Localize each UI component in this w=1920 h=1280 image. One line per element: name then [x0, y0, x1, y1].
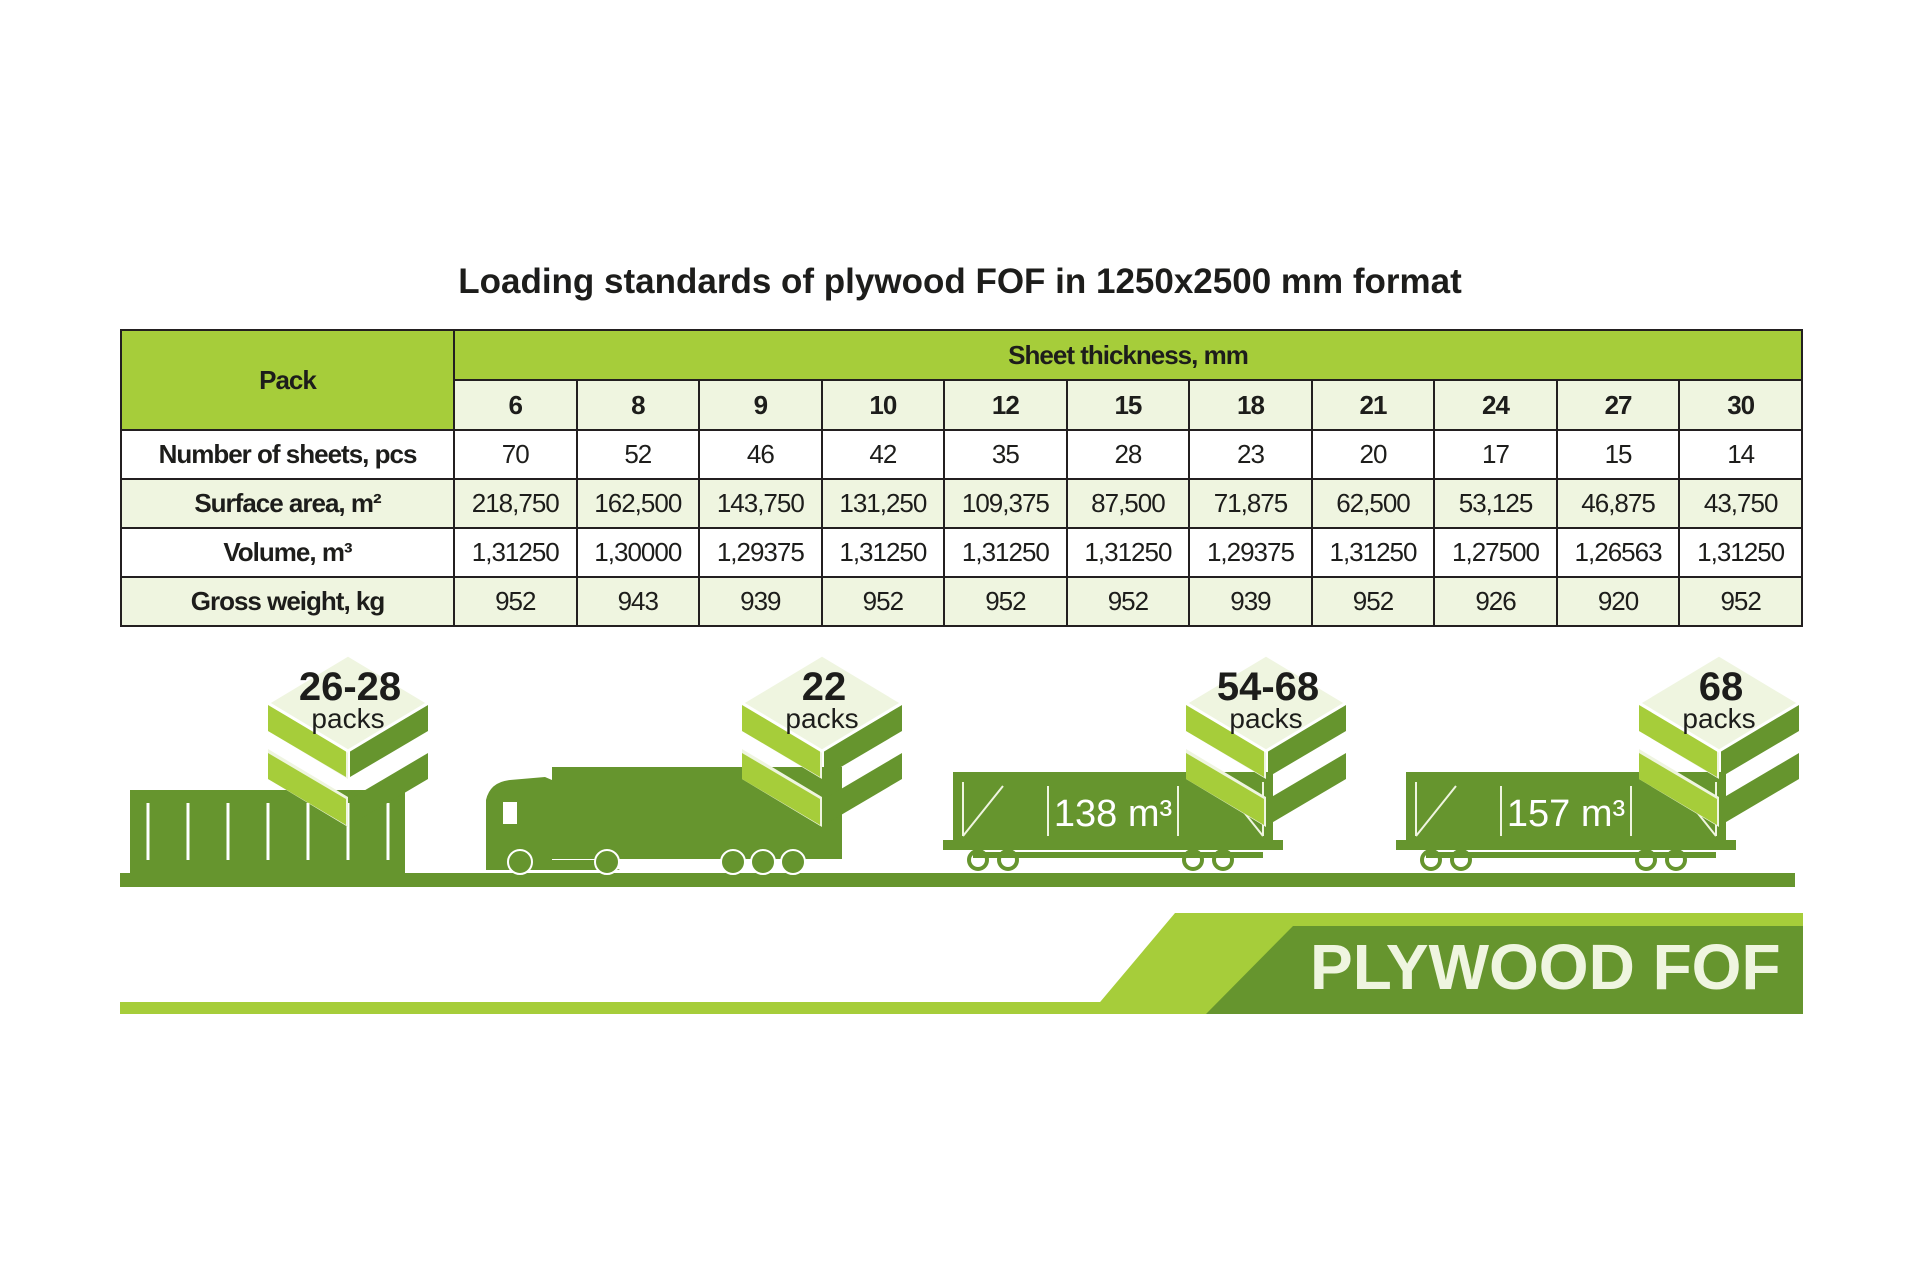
- page-title: Loading standards of plywood FOF in 1250…: [458, 262, 1462, 301]
- table-cell: 131,250: [820, 478, 946, 529]
- pack-count: 22: [802, 665, 847, 709]
- table-cell: 87,500: [1065, 478, 1191, 529]
- table-cell: 1,31250: [1678, 527, 1803, 578]
- table-cell: 218,750: [453, 478, 578, 529]
- thickness-col-header: 6: [453, 379, 578, 431]
- table-cell: 1,26563: [1555, 527, 1681, 578]
- table-row: Volume, m³ 1,31250 1,30000 1,29375 1,31250 1,…: [120, 527, 1803, 578]
- table-cell: 46: [698, 429, 823, 480]
- table-cell: 143,750: [698, 478, 823, 529]
- table-cell: 42: [820, 429, 946, 480]
- table-cell: 62,500: [1310, 478, 1436, 529]
- thickness-col-header: 15: [1065, 379, 1191, 431]
- thickness-col-header: 27: [1555, 379, 1681, 431]
- thickness-col-header: 30: [1678, 379, 1803, 431]
- railcar-volume: 157 m³: [1507, 793, 1625, 835]
- row-label: Number of sheets, pcs: [120, 429, 455, 480]
- table-cell: 952: [1678, 576, 1803, 627]
- row-label: Surface area, m²: [120, 478, 455, 529]
- table-row: Gross weight, kg 952 943 939 952 952 952 939 952…: [120, 576, 1803, 627]
- table-cell: 939: [1188, 576, 1313, 627]
- row-label: Volume, m³: [120, 527, 455, 578]
- pack-unit: packs: [311, 703, 384, 734]
- table-cell: 14: [1678, 429, 1803, 480]
- ground-line: [120, 873, 1795, 887]
- table-cell: 53,125: [1433, 478, 1558, 529]
- table-cell: 1,29375: [1188, 527, 1313, 578]
- thickness-col-header: 10: [820, 379, 946, 431]
- table-cell: 1,29375: [698, 527, 823, 578]
- brand-banner: [120, 913, 1803, 1014]
- table-cell: 20: [1310, 429, 1436, 480]
- table-cell: 71,875: [1188, 478, 1313, 529]
- row-label: Gross weight, kg: [120, 576, 455, 627]
- table-cell: 28: [1065, 429, 1191, 480]
- table-cell: 1,31250: [1065, 527, 1191, 578]
- table-cell: 46,875: [1555, 478, 1681, 529]
- pack-count: 68: [1699, 665, 1744, 709]
- table-row: Surface area, m² 218,750 162,500 143,750 131…: [120, 478, 1803, 529]
- railcar-volume: 138 m³: [1054, 793, 1172, 835]
- table-cell: 952: [820, 576, 946, 627]
- table-cell: 1,31250: [453, 527, 578, 578]
- table-cell: 17: [1433, 429, 1558, 480]
- table-row: Number of sheets, pcs 70 52 46 42 35 28 23 20 17 1…: [120, 429, 1803, 480]
- table-cell: 162,500: [575, 478, 701, 529]
- pack-header: Pack: [120, 329, 455, 431]
- pack-unit: packs: [785, 703, 858, 734]
- thickness-col-header: 24: [1433, 379, 1558, 431]
- pack-count: 54-68: [1217, 665, 1319, 709]
- thickness-col-header: 8: [575, 379, 701, 431]
- table-cell: 1,30000: [575, 527, 701, 578]
- thickness-col-header: 9: [698, 379, 823, 431]
- loading-standards-table: Pack Sheet thickness, mm 6 8 9 10 12 15 18 21 24…: [120, 329, 1803, 627]
- table-cell: 52: [575, 429, 701, 480]
- table-cell: 1,31250: [1310, 527, 1436, 578]
- table-cell: 23: [1188, 429, 1313, 480]
- pack-unit: packs: [1682, 703, 1755, 734]
- thickness-header: Sheet thickness, mm: [453, 329, 1803, 381]
- table-cell: 952: [453, 576, 578, 627]
- table-cell: 920: [1555, 576, 1681, 627]
- table-cell: 43,750: [1678, 478, 1803, 529]
- table-cell: 35: [943, 429, 1068, 480]
- table-cell: 70: [453, 429, 578, 480]
- pack-count: 26-28: [299, 665, 401, 709]
- table-cell: 939: [698, 576, 823, 627]
- table-cell: 943: [575, 576, 701, 627]
- table-cell: 952: [943, 576, 1068, 627]
- brand-title: PLYWOOD FOF: [1310, 931, 1781, 1003]
- table-cell: 952: [1065, 576, 1191, 627]
- table-cell: 926: [1433, 576, 1558, 627]
- table-cell: 15: [1555, 429, 1681, 480]
- pack-unit: packs: [1229, 703, 1302, 734]
- table-cell: 952: [1310, 576, 1436, 627]
- table-cell: 1,27500: [1433, 527, 1558, 578]
- thickness-col-header: 12: [943, 379, 1068, 431]
- thickness-col-header: 21: [1310, 379, 1436, 431]
- thickness-col-header: 18: [1188, 379, 1313, 431]
- table-cell: 109,375: [943, 478, 1068, 529]
- table-cell: 1,31250: [820, 527, 946, 578]
- table-cell: 1,31250: [943, 527, 1068, 578]
